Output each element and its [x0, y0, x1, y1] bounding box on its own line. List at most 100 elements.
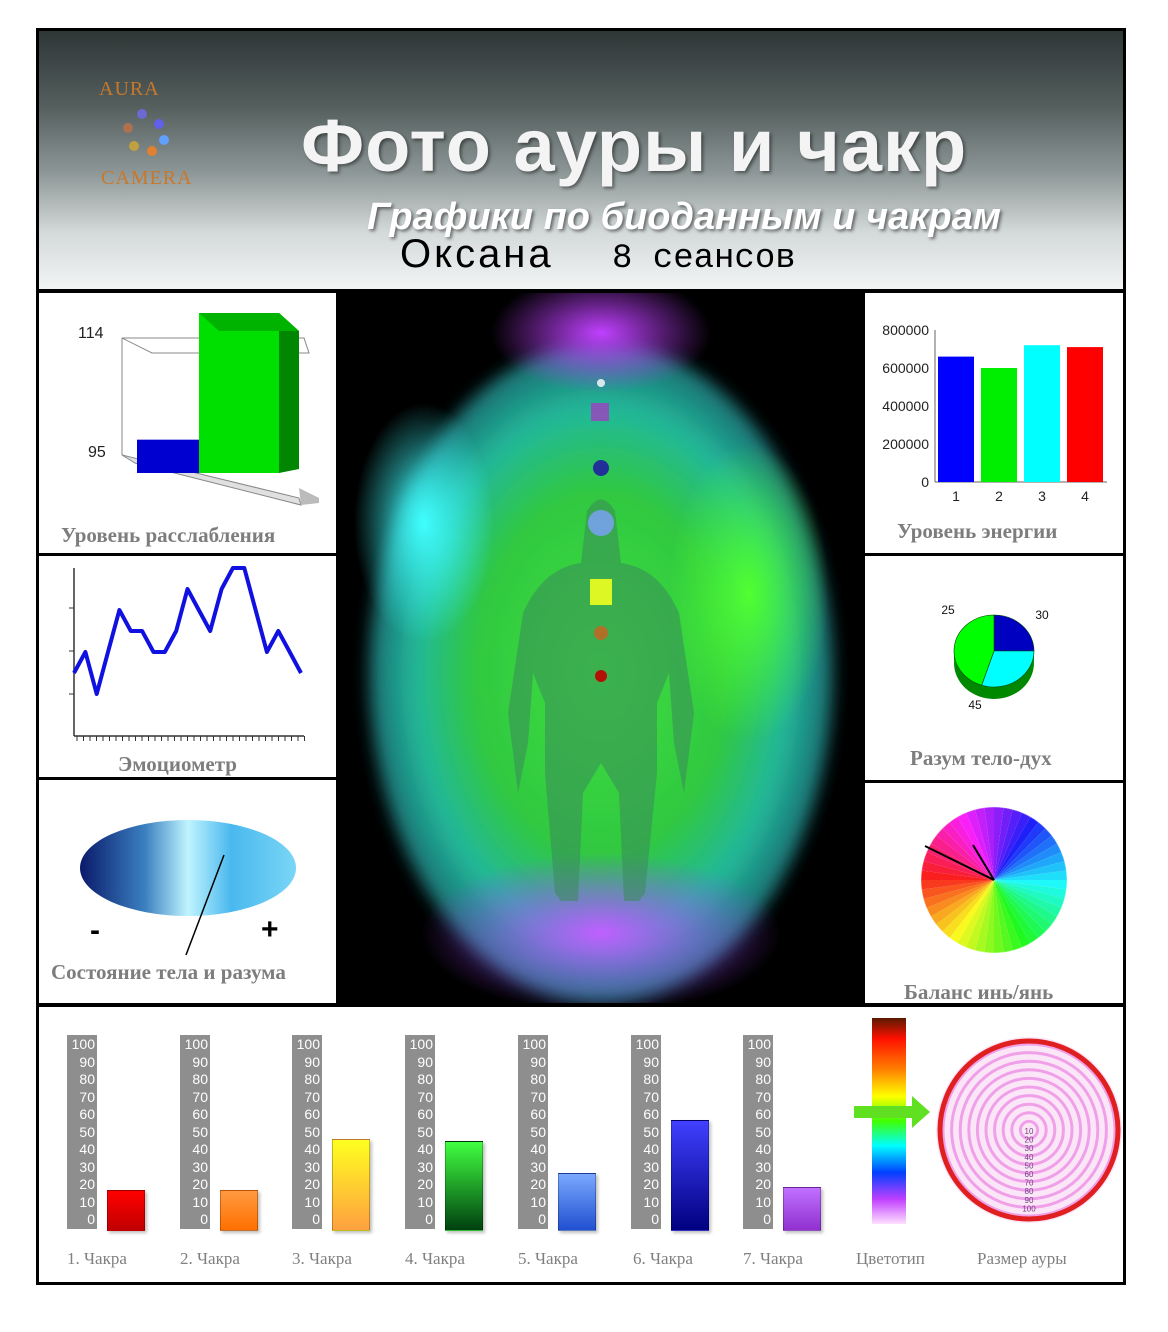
chakra-scale-tick: 20 — [304, 1176, 320, 1192]
relax-tick-top: 114 — [78, 325, 104, 342]
pie-slice-30 — [981, 650, 1035, 688]
aura-scale-label: 60 — [1025, 1170, 1034, 1179]
aura-scale-label: 100 — [1022, 1204, 1036, 1213]
chakra-5-icon — [588, 510, 614, 536]
chakra-scale-tick: 90 — [192, 1053, 208, 1070]
chakra-scale-tick: 70 — [417, 1088, 433, 1105]
chakra-scale-tick: 70 — [79, 1088, 95, 1105]
chakra-scale-tick: 90 — [530, 1053, 546, 1070]
wheel-segment — [994, 835, 1058, 880]
chakra-scale-tick: 0 — [312, 1211, 320, 1227]
wheel-segment — [994, 880, 1067, 890]
chakra-scale: 100 90 80 70 60 50 40 30 20 10 0 — [518, 1035, 548, 1229]
chakra-label-3: 3. Чакра — [292, 1249, 352, 1268]
wheel-segment — [984, 807, 994, 880]
divider — [336, 289, 339, 1005]
wheel-segment — [994, 880, 1052, 932]
chakra-3-icon — [590, 579, 612, 605]
chakra-scale-tick: 80 — [192, 1071, 208, 1087]
emotiometer-line — [72, 566, 303, 696]
chakra-scale-tick: 100 — [409, 1036, 433, 1052]
wheel-segment — [921, 880, 994, 890]
chakra-scale-tick: 60 — [417, 1106, 433, 1122]
chakra-crown-icon — [597, 379, 605, 387]
energy-x-tick-label: 4 — [1081, 488, 1089, 504]
chakra-bar-2 — [220, 1190, 258, 1231]
aura-ring — [993, 1094, 1065, 1166]
aura-ring — [975, 1076, 1083, 1184]
chakra-bar-7 — [783, 1186, 821, 1231]
wheel-segment — [930, 880, 994, 925]
energy-x-tick-label: 2 — [995, 488, 1003, 504]
wheel-segment — [994, 880, 1039, 944]
chakra-bar-5 — [558, 1172, 596, 1231]
wheel-segment — [994, 807, 1013, 880]
wheel-segment — [994, 880, 1062, 917]
energy-y-tick-label: 0 — [921, 474, 929, 490]
chakra-scale-tick: 10 — [755, 1193, 771, 1210]
aura-ring — [1010, 1111, 1048, 1149]
mind-body-spirit-label: Разум тело-дух — [910, 746, 1052, 770]
chakra-scale-tick: 0 — [200, 1211, 208, 1227]
chakra-scale-tick: 60 — [192, 1106, 208, 1122]
aura-ring — [984, 1085, 1074, 1175]
chakra-scale-tick: 60 — [79, 1106, 95, 1122]
page-title: Фото ауры и чакр — [301, 104, 968, 187]
chakra-label-5: 5. Чакра — [518, 1249, 578, 1268]
wheel-segment — [994, 880, 1065, 908]
chakra-scale-tick: 70 — [643, 1088, 659, 1105]
body-mind-label: Состояние тела и разума — [51, 960, 286, 984]
divider — [36, 289, 1126, 293]
energy-y-tick-label: 800000 — [882, 322, 929, 338]
pie-label: 45 — [968, 698, 982, 712]
energy-bar-2 — [981, 368, 1017, 482]
relaxation-chart — [121, 313, 319, 506]
chakra-scale-tick: 50 — [530, 1123, 546, 1140]
energy-bar-4 — [1067, 347, 1103, 482]
wheel-segment — [926, 880, 994, 917]
chakra-bar-6 — [671, 1119, 709, 1231]
chakra-scale-tick: 50 — [643, 1123, 659, 1140]
aura-scale-label: 40 — [1025, 1153, 1034, 1162]
wheel-needle-2 — [972, 844, 995, 881]
chakra-scale-tick: 70 — [530, 1088, 546, 1105]
chakra-scale-tick: 80 — [304, 1071, 320, 1087]
aura-size-marker — [937, 1038, 1121, 1222]
wheel-segment — [921, 870, 994, 880]
chakra-scale-tick: 80 — [643, 1071, 659, 1087]
chakra-scale-tick: 40 — [304, 1141, 320, 1157]
plus-sign: + — [261, 913, 279, 946]
wheel-segment — [994, 880, 1046, 938]
chakra-scale-tick: 0 — [763, 1211, 771, 1227]
wheel-segment — [994, 809, 1022, 880]
wheel-segment — [942, 822, 994, 880]
wheel-segment — [994, 816, 1039, 880]
yin-yang-label: Баланс инь/янь — [904, 980, 1054, 1004]
chakra-scale-tick: 20 — [79, 1176, 95, 1192]
wheel-segment — [949, 816, 994, 880]
energy-x-tick-label: 1 — [952, 488, 960, 504]
aura-size-label: Размер ауры — [977, 1249, 1067, 1268]
chakra-scale-tick: 80 — [530, 1071, 546, 1087]
energy-y-tick-label: 600000 — [882, 360, 929, 376]
chakra-scale-tick: 80 — [417, 1071, 433, 1087]
wheel-segment — [994, 880, 1031, 948]
chakra-scale-tick: 40 — [643, 1141, 659, 1157]
chakra-scale-tick: 40 — [530, 1141, 546, 1157]
aura-ring — [941, 1042, 1117, 1218]
wheel-segment — [957, 880, 994, 948]
chakra-scale-tick: 30 — [79, 1158, 95, 1175]
chakra-1-icon — [595, 670, 607, 682]
chakra-scale-tick: 30 — [417, 1158, 433, 1175]
chakra-scale-tick: 20 — [192, 1176, 208, 1192]
energy-chart: 800000 600000 400000 200000 0 1 2 3 4 — [882, 322, 1107, 504]
wheel-segment — [994, 861, 1067, 880]
chakra-scale-tick: 0 — [87, 1211, 95, 1227]
aura-ring — [1001, 1102, 1057, 1158]
logo-bottom-text: CAMERA — [101, 167, 193, 189]
chakra-scale-tick: 100 — [522, 1036, 546, 1052]
client-name: Оксана — [400, 232, 554, 276]
wheel-segment — [994, 828, 1052, 880]
colortype-label: Цветотип — [856, 1249, 925, 1268]
chakra-scale-tick: 10 — [192, 1193, 208, 1210]
